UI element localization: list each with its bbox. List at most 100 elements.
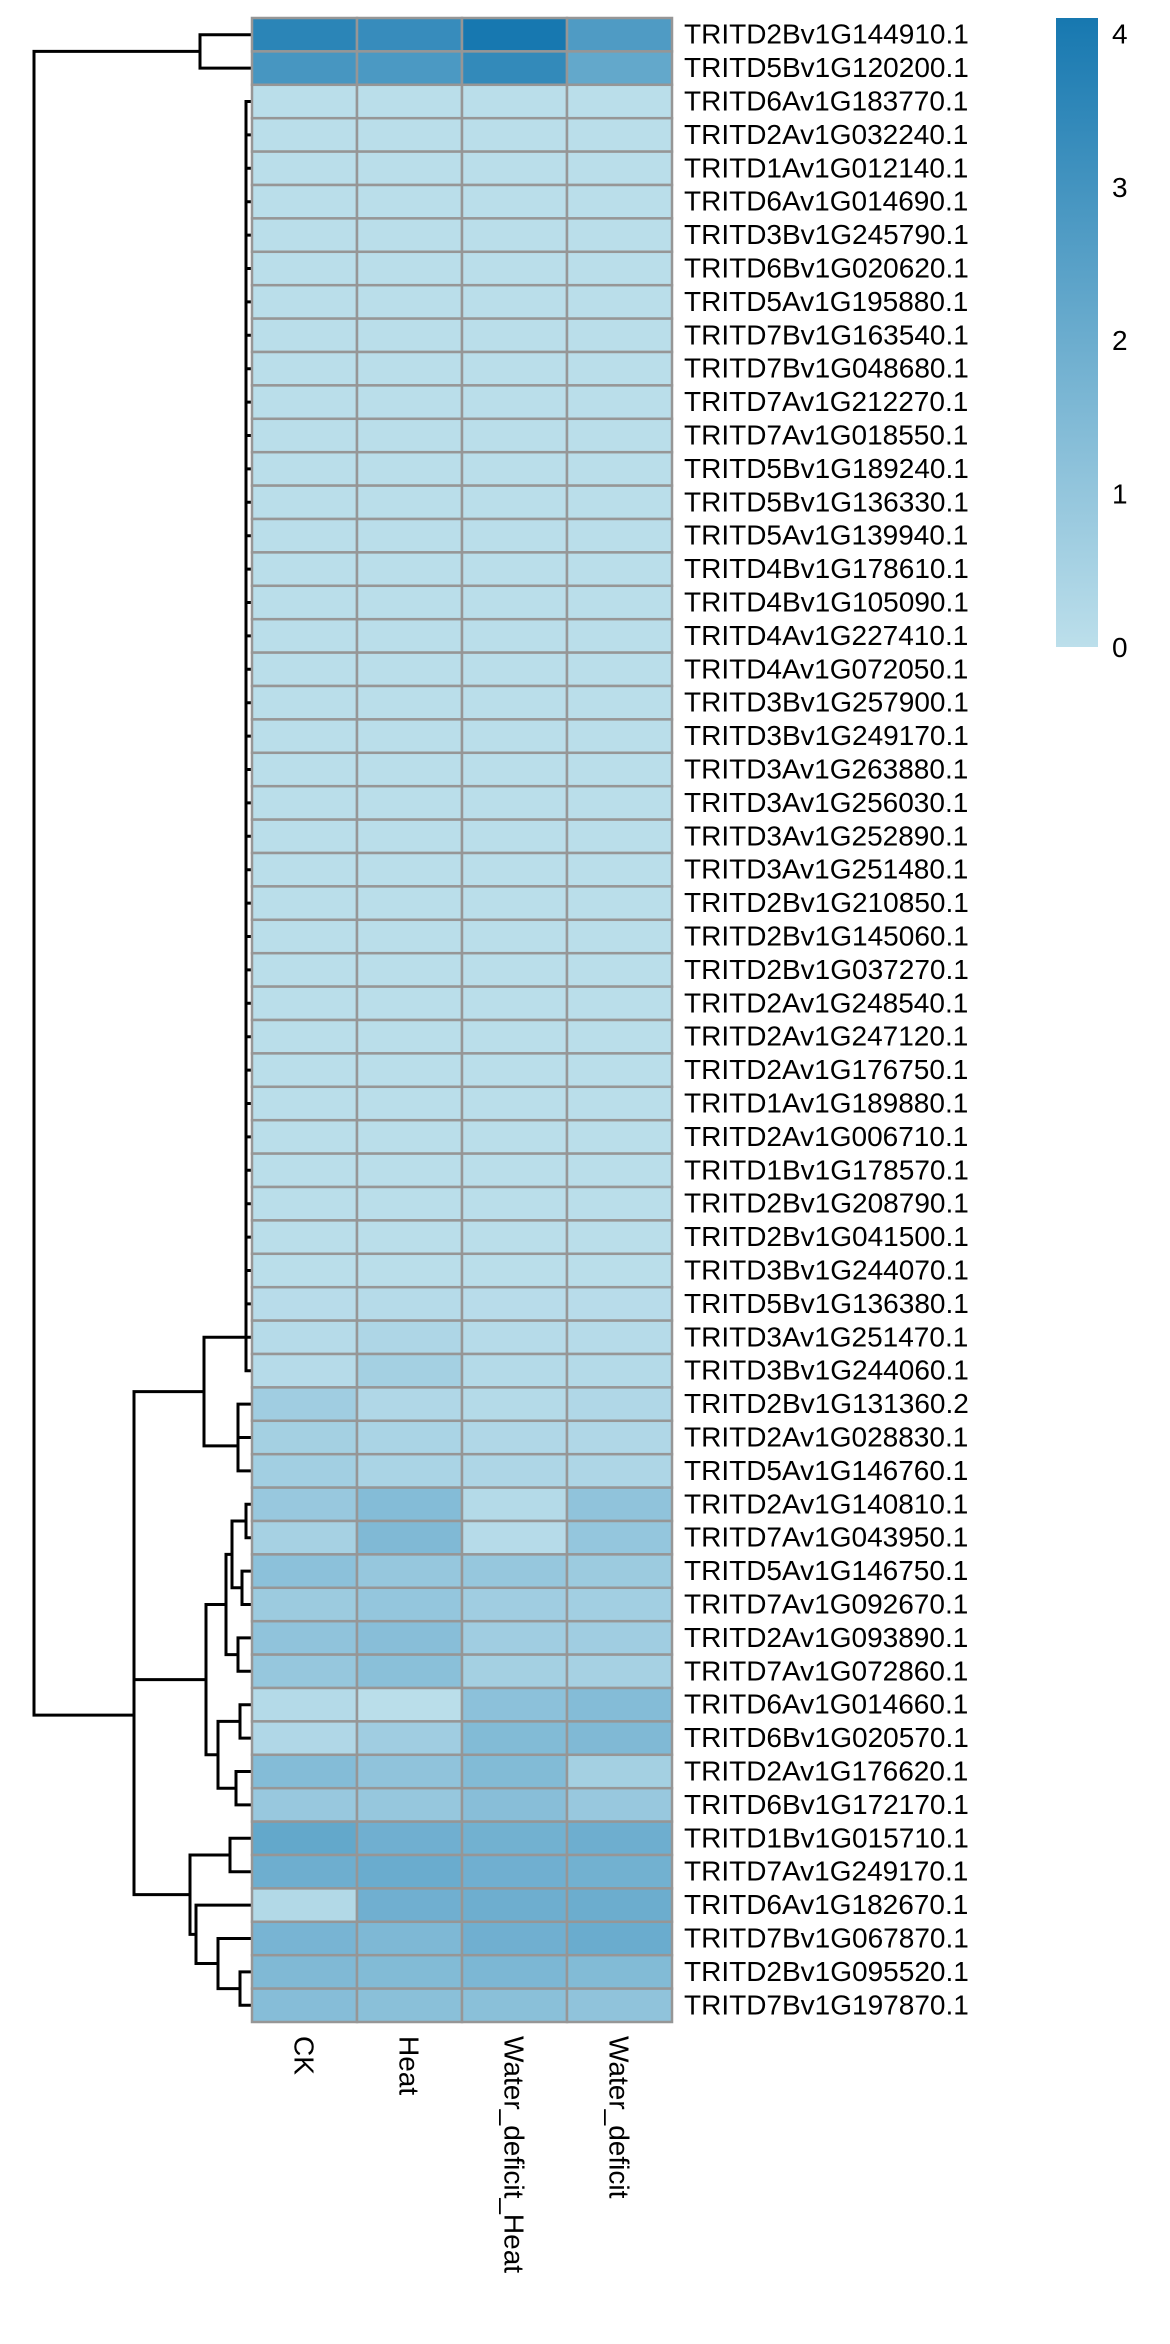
- heatmap-cell: [565, 651, 674, 688]
- heatmap-cell: [460, 1887, 569, 1924]
- heatmap-cell: [250, 985, 359, 1022]
- heatmap-cell: [565, 384, 674, 421]
- heatmap-cell: [460, 684, 569, 721]
- heatmap-cell: [355, 1586, 464, 1623]
- heatmap-cell: [355, 1553, 464, 1590]
- row-label: TRITD3Av1G252890.1: [684, 820, 968, 851]
- heatmap-cell: [250, 1786, 359, 1823]
- heatmap-cell: [460, 1452, 569, 1489]
- heatmap-cell: [250, 851, 359, 888]
- heatmap-cell: [355, 551, 464, 588]
- row-label: TRITD4Bv1G178610.1: [684, 553, 969, 584]
- row-label: TRITD2Bv1G131360.2: [684, 1388, 969, 1419]
- heatmap-cell: [355, 1319, 464, 1356]
- heatmap-cell: [565, 450, 674, 487]
- heatmap-cell: [460, 250, 569, 287]
- heatmap-cell: [355, 851, 464, 888]
- heatmap-cell: [250, 517, 359, 554]
- row-label: TRITD6Av1G182670.1: [684, 1889, 968, 1920]
- heatmap-cell: [565, 1853, 674, 1890]
- heatmap-cell: [460, 183, 569, 220]
- heatmap-cell: [460, 918, 569, 955]
- heatmap-cell: [565, 116, 674, 153]
- heatmap-cell: [565, 1519, 674, 1556]
- column-label: CK: [289, 2036, 320, 2075]
- heatmap-cell: [250, 16, 359, 53]
- heatmap-cell: [355, 484, 464, 521]
- heatmap-cell: [460, 150, 569, 187]
- row-label: TRITD2Bv1G095520.1: [684, 1956, 969, 1987]
- heatmap-cell: [460, 484, 569, 521]
- heatmap-cell: [250, 751, 359, 788]
- row-dendrogram: [32, 33, 252, 2007]
- heatmap-cell: [250, 1619, 359, 1656]
- dendrogram-branch: [234, 1770, 252, 1807]
- heatmap-cell: [565, 517, 674, 554]
- heatmap-cell: [250, 417, 359, 454]
- row-label: TRITD2Av1G247120.1: [684, 1021, 968, 1052]
- heatmap-cell: [460, 1352, 569, 1389]
- row-label: TRITD5Bv1G136330.1: [684, 486, 969, 517]
- heatmap-cell: [460, 16, 569, 53]
- heatmap-cell: [565, 1786, 674, 1823]
- heatmap-cell: [565, 50, 674, 87]
- heatmap-cell: [355, 1085, 464, 1122]
- heatmap-cell: [460, 1419, 569, 1456]
- legend-tick-label: 0: [1112, 632, 1128, 663]
- heatmap-cell: [355, 985, 464, 1022]
- heatmap-cell: [460, 751, 569, 788]
- color-legend: 0 1 2 3 4: [1056, 18, 1128, 663]
- heatmap-cell: [250, 1386, 359, 1423]
- row-label: TRITD3Bv1G244070.1: [684, 1255, 969, 1286]
- dendrogram-branch: [238, 1703, 252, 1740]
- heatmap-cell: [460, 1085, 569, 1122]
- heatmap-cell: [565, 1152, 674, 1189]
- heatmap-cell: [565, 1686, 674, 1723]
- row-labels: TRITD2Bv1G144910.1TRITD5Bv1G120200.1TRIT…: [684, 19, 969, 2021]
- heatmap-cell: [460, 50, 569, 87]
- heatmap-cell: [250, 150, 359, 187]
- heatmap-cell: [565, 851, 674, 888]
- row-label: TRITD7Av1G018550.1: [684, 420, 968, 451]
- heatmap-cell: [460, 1653, 569, 1690]
- heatmap-cell: [565, 1619, 674, 1656]
- heatmap-cell: [460, 1152, 569, 1189]
- heatmap-cell: [250, 1820, 359, 1857]
- heatmap-cell: [250, 1352, 359, 1389]
- heatmap-cell: [460, 417, 569, 454]
- heatmap-cell: [355, 116, 464, 153]
- row-label: TRITD2Av1G248540.1: [684, 987, 968, 1018]
- heatmap-cell: [565, 1653, 674, 1690]
- heatmap-cell: [355, 1285, 464, 1322]
- heatmap-cell: [355, 684, 464, 721]
- heatmap-cell: [355, 651, 464, 688]
- column-label: Heat: [394, 2036, 425, 2095]
- heatmap-cell: [460, 1252, 569, 1289]
- heatmap-cell: [565, 1920, 674, 1957]
- heatmap-cell: [565, 951, 674, 988]
- row-label: TRITD7Bv1G067870.1: [684, 1923, 969, 1954]
- heatmap-cell: [565, 784, 674, 821]
- legend-color-bar: [1056, 18, 1098, 647]
- heatmap-cell: [250, 283, 359, 320]
- heatmap-cell: [355, 250, 464, 287]
- row-label: TRITD6Av1G014690.1: [684, 186, 968, 217]
- heatmap-cell: [460, 818, 569, 855]
- heatmap-cell: [460, 718, 569, 755]
- heatmap-cell: [460, 584, 569, 621]
- dendrogram-branch: [32, 49, 200, 1717]
- dendrogram-branch: [132, 1535, 190, 1897]
- dendrogram-branch: [230, 1519, 246, 1590]
- row-label: TRITD2Bv1G144910.1: [684, 19, 969, 50]
- heatmap-cell: [250, 350, 359, 387]
- dendrogram-branch: [238, 1970, 252, 2007]
- row-label: TRITD3Bv1G257900.1: [684, 687, 969, 718]
- row-label: TRITD3Bv1G245790.1: [684, 219, 969, 250]
- heatmap-cell: [250, 1018, 359, 1055]
- heatmap-cell: [355, 1853, 464, 1890]
- heatmap-cell: [460, 951, 569, 988]
- heatmap-cell: [355, 1419, 464, 1456]
- heatmap-cell: [565, 417, 674, 454]
- heatmap-cell: [460, 1987, 569, 2024]
- row-label: TRITD7Av1G072860.1: [684, 1655, 968, 1686]
